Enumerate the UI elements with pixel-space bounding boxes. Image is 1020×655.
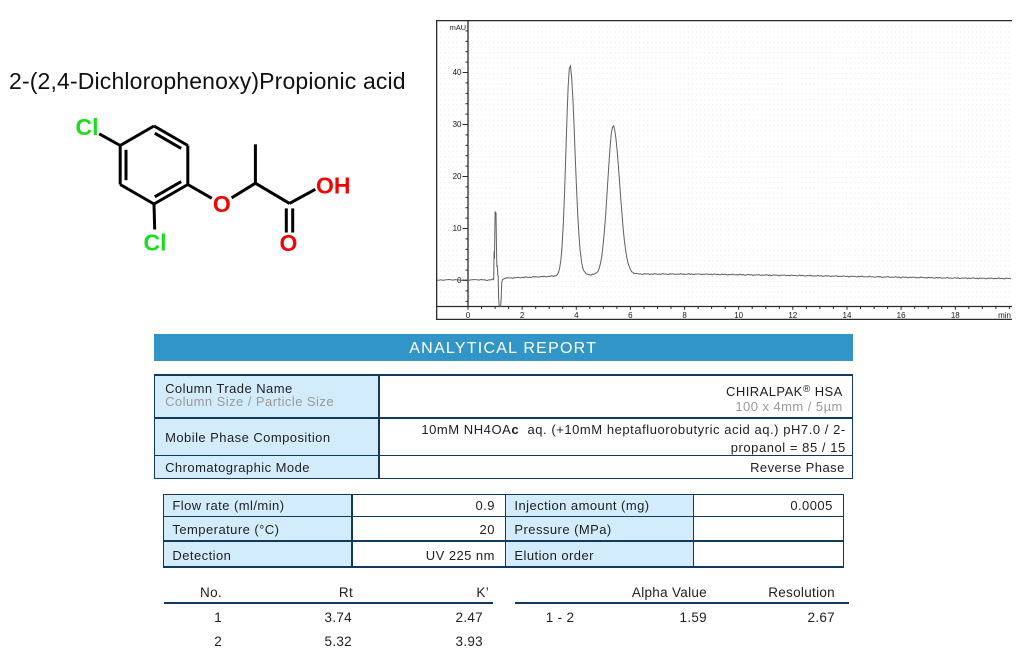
svg-text:Cl: Cl	[76, 114, 99, 140]
svg-text:20: 20	[453, 172, 462, 181]
svg-text:10: 10	[734, 311, 743, 320]
svg-text:4: 4	[574, 311, 579, 320]
svg-text:0: 0	[457, 276, 462, 285]
svg-text:O: O	[280, 230, 298, 256]
svg-text:8: 8	[682, 311, 687, 320]
svg-text:Cl: Cl	[144, 230, 167, 256]
svg-text:10: 10	[453, 224, 462, 233]
svg-text:40: 40	[453, 68, 462, 77]
svg-text:min: min	[998, 311, 1011, 320]
svg-text:16: 16	[897, 311, 906, 320]
svg-text:6: 6	[628, 311, 633, 320]
svg-text:2: 2	[520, 311, 525, 320]
svg-text:OH: OH	[316, 173, 351, 199]
svg-text:O: O	[213, 191, 231, 217]
svg-text:18: 18	[951, 311, 960, 320]
svg-text:mAU: mAU	[450, 23, 466, 32]
svg-text:14: 14	[843, 311, 852, 320]
svg-text:30: 30	[453, 120, 462, 129]
svg-text:0: 0	[466, 311, 471, 320]
svg-text:12: 12	[788, 311, 797, 320]
